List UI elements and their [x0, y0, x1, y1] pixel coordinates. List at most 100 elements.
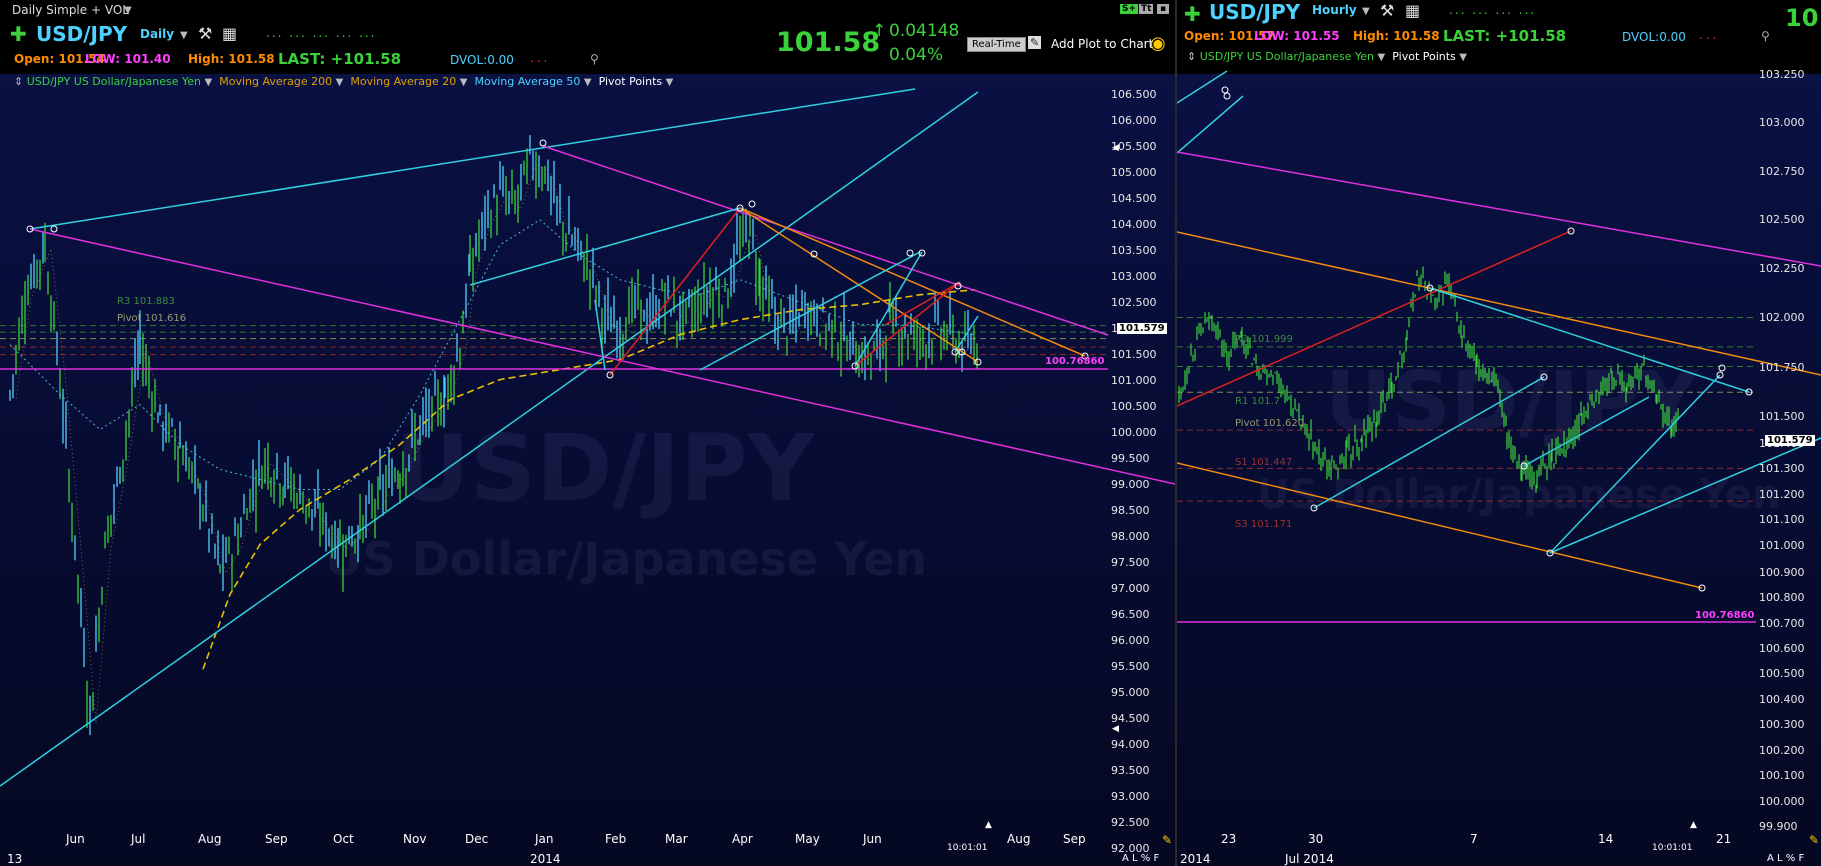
- y-tick-label: 101.300: [1759, 462, 1805, 476]
- interval-selector[interactable]: Hourly: [1312, 3, 1357, 17]
- hourly-legend: ⇕ USD/JPY US Dollar/Japanese Yen ▼ Pivot…: [1187, 50, 1467, 63]
- x-year: 2014: [530, 852, 561, 866]
- x-tick-label: Jan: [535, 832, 554, 846]
- symbol-field[interactable]: USD/JPY: [1209, 0, 1301, 24]
- axis-arrow-icon[interactable]: ◀: [1112, 143, 1119, 153]
- legend-ma200[interactable]: Moving Average 200: [219, 75, 333, 88]
- chevron-down-icon[interactable]: ▼: [459, 77, 468, 88]
- x-year-left: 2014: [1180, 852, 1211, 866]
- trend-line: [1177, 95, 1244, 154]
- hourly-time-axis[interactable]: 23 30 7 14 21: [1177, 830, 1756, 866]
- binoculars-icon[interactable]: ⚲: [1761, 29, 1770, 43]
- chevron-down-icon[interactable]: ▼: [204, 77, 213, 88]
- trend-line: [1177, 151, 1821, 267]
- y-tick-label: 98.500: [1111, 504, 1150, 517]
- axis-arrow-icon[interactable]: ◀: [1112, 724, 1119, 734]
- toolbar-dots: ... ... ... ... ...: [266, 26, 377, 40]
- watermark-name: US Dollar/Japanese Yen: [325, 532, 928, 586]
- trend-line: [0, 91, 979, 787]
- draw-tool-icon[interactable]: ✎: [1809, 833, 1820, 847]
- axis-mode-buttons[interactable]: A L % F: [1122, 853, 1160, 864]
- calculator-icon[interactable]: ▦: [222, 24, 238, 43]
- chevron-down-icon[interactable]: ▼: [1377, 52, 1386, 63]
- x-tick-label: Nov: [403, 832, 427, 846]
- tools-icon[interactable]: ⚒: [198, 24, 213, 43]
- pivot-r3-label: R3 101.999: [1235, 334, 1293, 345]
- chevron-down-icon[interactable]: ▼: [180, 30, 188, 41]
- anchor-handle: [1716, 371, 1724, 379]
- horizontal-line-label: 100.76860: [1695, 610, 1755, 621]
- daily-chart-pane[interactable]: Daily Simple + VOL ▼ ✚ USD/JPY Daily ▼ ⚒…: [0, 0, 1175, 866]
- legend-ma50[interactable]: Moving Average 50: [474, 75, 581, 88]
- binoculars-icon[interactable]: ⚲: [590, 52, 599, 66]
- chevron-down-icon[interactable]: ▼: [335, 77, 344, 88]
- add-plot-icon[interactable]: ✎: [1028, 36, 1042, 49]
- big-last-price-partial: 10: [1785, 4, 1819, 32]
- layout-title[interactable]: Daily Simple + VOL: [12, 3, 129, 17]
- y-tick-label: 96.500: [1111, 608, 1150, 621]
- low-label: LOW: 101.40: [85, 52, 171, 66]
- y-tick-label: 99.500: [1111, 452, 1150, 465]
- x-tick-label: 14: [1598, 832, 1614, 846]
- y-tick-label: 99.900: [1759, 820, 1798, 834]
- legend-symbol[interactable]: USD/JPY US Dollar/Japanese Yen: [1199, 50, 1375, 63]
- anchor-handle: [974, 358, 982, 366]
- close-icon[interactable]: ▪: [1157, 4, 1170, 14]
- chevron-down-icon[interactable]: ▼: [124, 5, 132, 16]
- chevron-down-icon[interactable]: ▼: [665, 77, 674, 88]
- y-tick-label: 94.000: [1111, 738, 1150, 751]
- trend-line: [1549, 437, 1821, 554]
- high-label: High: 101.58: [1353, 29, 1440, 43]
- y-tick-label: 92.500: [1111, 816, 1150, 829]
- daily-price-axis[interactable]: 106.500 106.000 105.500 105.000 104.500 104.0…: [1108, 74, 1174, 855]
- axis-mode-buttons[interactable]: A L % F: [1767, 853, 1805, 864]
- legend-pivot-points[interactable]: Pivot Points: [598, 75, 663, 88]
- y-tick-label: 103.500: [1111, 244, 1157, 257]
- dvol-label: DVOL:0.00: [450, 53, 514, 67]
- chevron-down-icon[interactable]: ▼: [1459, 52, 1467, 63]
- hourly-price-axis[interactable]: 103.250 103.000 102.750 102.500 102.250 102.0…: [1756, 68, 1821, 836]
- hourly-price-plot[interactable]: [1177, 0, 1821, 866]
- interval-selector[interactable]: Daily: [140, 27, 175, 41]
- calculator-icon[interactable]: ▦: [1405, 1, 1421, 20]
- legend-toggle-icon[interactable]: ⇕: [14, 75, 24, 88]
- anchor-handle: [1221, 86, 1229, 94]
- legend-toggle-icon[interactable]: ⇕: [1187, 50, 1197, 63]
- add-symbol-icon[interactable]: ✚: [1184, 2, 1201, 26]
- legend-symbol[interactable]: USD/JPY US Dollar/Japanese Yen: [26, 75, 202, 88]
- y-tick-label: 101.100: [1759, 513, 1805, 527]
- hourly-chart-pane[interactable]: ✚ USD/JPY Hourly ▼ ⚒ ▦ ... ... ... ... 1…: [1177, 0, 1821, 866]
- chevron-down-icon[interactable]: ▼: [1362, 6, 1370, 17]
- scroll-up-icon[interactable]: ▲: [985, 820, 992, 830]
- sync-icon[interactable]: S+: [1120, 4, 1139, 14]
- legend-pivot-points[interactable]: Pivot Points: [1392, 50, 1456, 63]
- chevron-down-icon[interactable]: ▼: [583, 77, 592, 88]
- daily-price-plot[interactable]: [0, 0, 1175, 866]
- text-icon[interactable]: Tt: [1139, 4, 1154, 14]
- symbol-field[interactable]: USD/JPY: [36, 22, 128, 46]
- y-tick-label: 100.700: [1759, 616, 1805, 630]
- pane-divider[interactable]: [1175, 0, 1177, 866]
- change-percent: 0.04%: [889, 45, 944, 65]
- anchor-handle: [1718, 364, 1726, 372]
- add-plot-button[interactable]: Add Plot to Chart: [1051, 37, 1154, 51]
- scroll-up-icon[interactable]: ▲: [1690, 820, 1697, 830]
- ma50-line: [9, 219, 976, 490]
- realtime-button[interactable]: Real-Time: [967, 37, 1026, 52]
- anchor-handle: [1426, 284, 1434, 292]
- y-tick-label: 102.000: [1759, 311, 1805, 325]
- daily-time-axis[interactable]: Jun Jul Aug Sep Oct Nov Dec Jan Feb Mar Apr May Jun A…: [0, 830, 1108, 866]
- watermark-symbol: USD/JPY: [1325, 355, 1699, 450]
- anchor-handle: [810, 250, 818, 258]
- anchor-handle: [1546, 549, 1554, 557]
- color-palette-icon[interactable]: ◉: [1150, 33, 1166, 54]
- anchor-handle: [1520, 462, 1528, 470]
- y-tick-label: 95.000: [1111, 686, 1150, 699]
- draw-tool-icon[interactable]: ✎: [1162, 833, 1173, 847]
- add-symbol-icon[interactable]: ✚: [10, 22, 27, 46]
- pivot-r3-label: R3 101.883: [117, 296, 175, 307]
- y-tick-label: 100.900: [1759, 565, 1805, 579]
- legend-ma20[interactable]: Moving Average 20: [350, 75, 457, 88]
- tools-icon[interactable]: ⚒: [1380, 1, 1395, 20]
- y-tick-label: 101.000: [1759, 538, 1805, 552]
